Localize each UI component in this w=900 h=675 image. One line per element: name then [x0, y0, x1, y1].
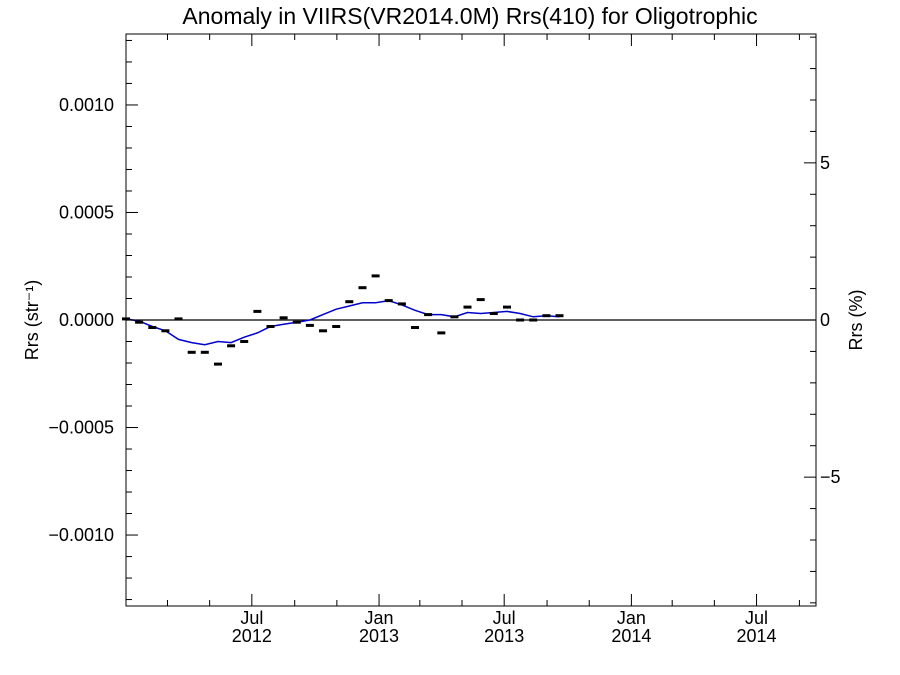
- anomaly-marker: [542, 314, 551, 318]
- x-tick-year-label: 2014: [737, 626, 777, 646]
- x-tick-year-label: 2014: [611, 626, 651, 646]
- chart-title: Anomaly in VIIRS(VR2014.0M) Rrs(410) for…: [182, 3, 757, 29]
- anomaly-marker: [279, 316, 288, 320]
- anomaly-marker: [503, 305, 511, 309]
- y-tick-label: −0.0005: [48, 418, 114, 438]
- y-tick-label: 0.0005: [59, 202, 114, 222]
- anomaly-marker: [384, 299, 393, 303]
- anomaly-marker: [555, 314, 564, 318]
- y2-tick-label: 0: [820, 310, 830, 330]
- x-tick-year-label: 2013: [484, 626, 524, 646]
- anomaly-marker: [200, 350, 209, 354]
- anomaly-marker: [424, 313, 433, 317]
- anomaly-marker: [371, 274, 380, 278]
- anomaly-marker: [305, 323, 314, 327]
- y2-tick-label: 5: [820, 153, 830, 173]
- anomaly-marker: [332, 325, 341, 328]
- anomaly-marker: [463, 305, 472, 309]
- anomaly-marker: [292, 320, 301, 324]
- anomaly-marker: [358, 286, 367, 290]
- blue-trend-line: [125, 299, 560, 346]
- x-tick-month-label: Jan: [617, 608, 646, 628]
- y2-axis-label: Rrs (%): [846, 290, 866, 351]
- anomaly-marker: [437, 331, 446, 335]
- anomaly-marker: [450, 315, 459, 319]
- anomaly-marker: [319, 329, 327, 333]
- x-tick-month-label: Jul: [745, 608, 768, 628]
- anomaly-marker: [174, 317, 183, 321]
- anomaly-marker: [516, 318, 525, 322]
- anomaly-marker: [397, 302, 406, 306]
- x-tick-month-label: Jul: [240, 608, 263, 628]
- anomaly-marker: [345, 300, 354, 304]
- x-tick-month-label: Jul: [493, 608, 516, 628]
- x-tick-year-label: 2013: [359, 626, 399, 646]
- anomaly-marker: [266, 325, 275, 328]
- anomaly-marker: [187, 350, 196, 354]
- left-y-axis: −0.0010 −0.0005 0.0000 0.0005 0.0010: [48, 39, 138, 601]
- y-tick-label: 0.0000: [59, 310, 114, 330]
- anomaly-marker: [476, 298, 485, 302]
- anomaly-marker: [253, 309, 262, 313]
- anomaly-marker: [135, 320, 144, 324]
- anomaly-marker: [148, 326, 157, 329]
- y-axis-label: Rrs (str⁻¹): [22, 280, 42, 360]
- anomaly-marker: [529, 318, 538, 322]
- x-tick-year-label: 2012: [232, 626, 272, 646]
- anomaly-marker: [227, 344, 236, 348]
- anomaly-marker: [411, 326, 419, 329]
- anomaly-marker: [161, 329, 170, 333]
- right-y-axis: −5 0 5: [804, 36, 841, 604]
- x-tick-month-label: Jan: [365, 608, 394, 628]
- anomaly-marker: [489, 312, 498, 315]
- anomaly-marker: [214, 362, 222, 366]
- y2-tick-label: −5: [820, 467, 841, 487]
- y-tick-label: 0.0010: [59, 95, 114, 115]
- y-tick-label: −0.0010: [48, 525, 114, 545]
- anomaly-line-series: [125, 299, 560, 346]
- anomaly-marker: [240, 340, 249, 343]
